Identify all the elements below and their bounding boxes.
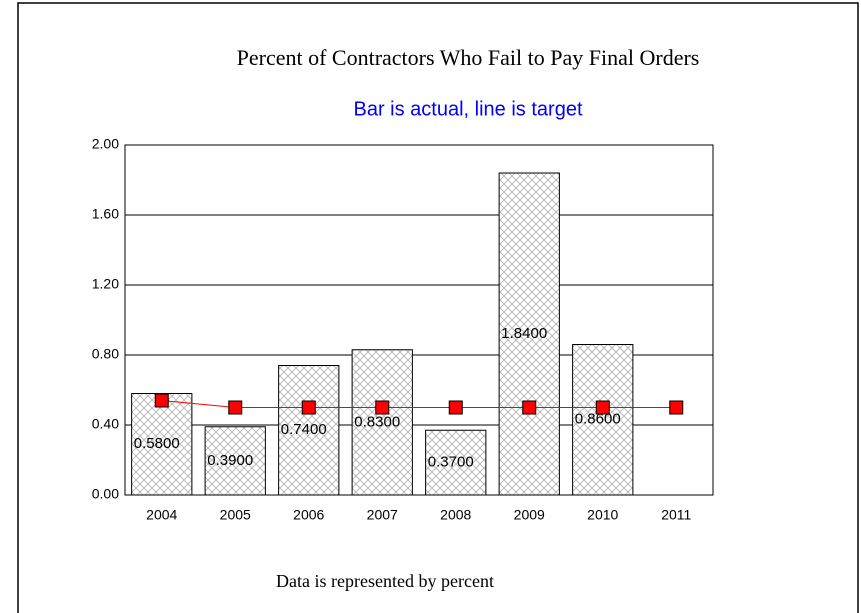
- x-tick-label: 2011: [661, 507, 691, 523]
- bar: [204, 426, 266, 496]
- footnote: Data is represented by percent: [276, 571, 494, 591]
- data-label: 0.3900: [207, 452, 253, 469]
- line-marker: [448, 400, 463, 415]
- y-tick-label: 0.00: [92, 486, 119, 502]
- x-tick-label: 2006: [293, 507, 324, 523]
- line-marker: [595, 400, 610, 415]
- data-label: 0.7400: [281, 421, 327, 438]
- target-line: [161, 400, 677, 408]
- x-tick-label: 2008: [440, 507, 471, 523]
- line-marker: [522, 400, 537, 415]
- data-label: 0.8600: [575, 411, 621, 428]
- y-tick-label: 2.00: [92, 136, 119, 152]
- line-marker: [669, 400, 684, 415]
- bar: [572, 344, 634, 496]
- data-label: 1.8400: [501, 325, 547, 342]
- line-marker: [154, 393, 169, 408]
- y-tick-label: 0.40: [92, 416, 119, 432]
- chart-subtitle: Bar is actual, line is target: [354, 98, 583, 120]
- bar: [498, 172, 560, 496]
- x-tick-label: 2007: [367, 507, 398, 523]
- data-label: 0.8300: [354, 413, 400, 430]
- bar: [425, 429, 487, 496]
- frame: [17, 2, 859, 613]
- plot-border: [124, 144, 714, 496]
- x-tick-label: 2010: [587, 507, 618, 523]
- chart-title: Percent of Contractors Who Fail to Pay F…: [237, 45, 700, 70]
- x-tick-label: 2004: [146, 507, 177, 523]
- x-tick-label: 2009: [514, 507, 545, 523]
- y-tick-label: 1.20: [92, 276, 119, 292]
- line-marker: [375, 400, 390, 415]
- data-label: 0.5800: [134, 435, 180, 452]
- y-tick-label: 0.80: [92, 346, 119, 362]
- data-label: 0.3700: [428, 454, 474, 471]
- y-tick-label: 1.60: [92, 206, 119, 222]
- x-tick-label: 2005: [220, 507, 251, 523]
- line-marker: [228, 400, 243, 415]
- bar: [278, 365, 340, 496]
- bar: [351, 349, 413, 496]
- line-marker: [301, 400, 316, 415]
